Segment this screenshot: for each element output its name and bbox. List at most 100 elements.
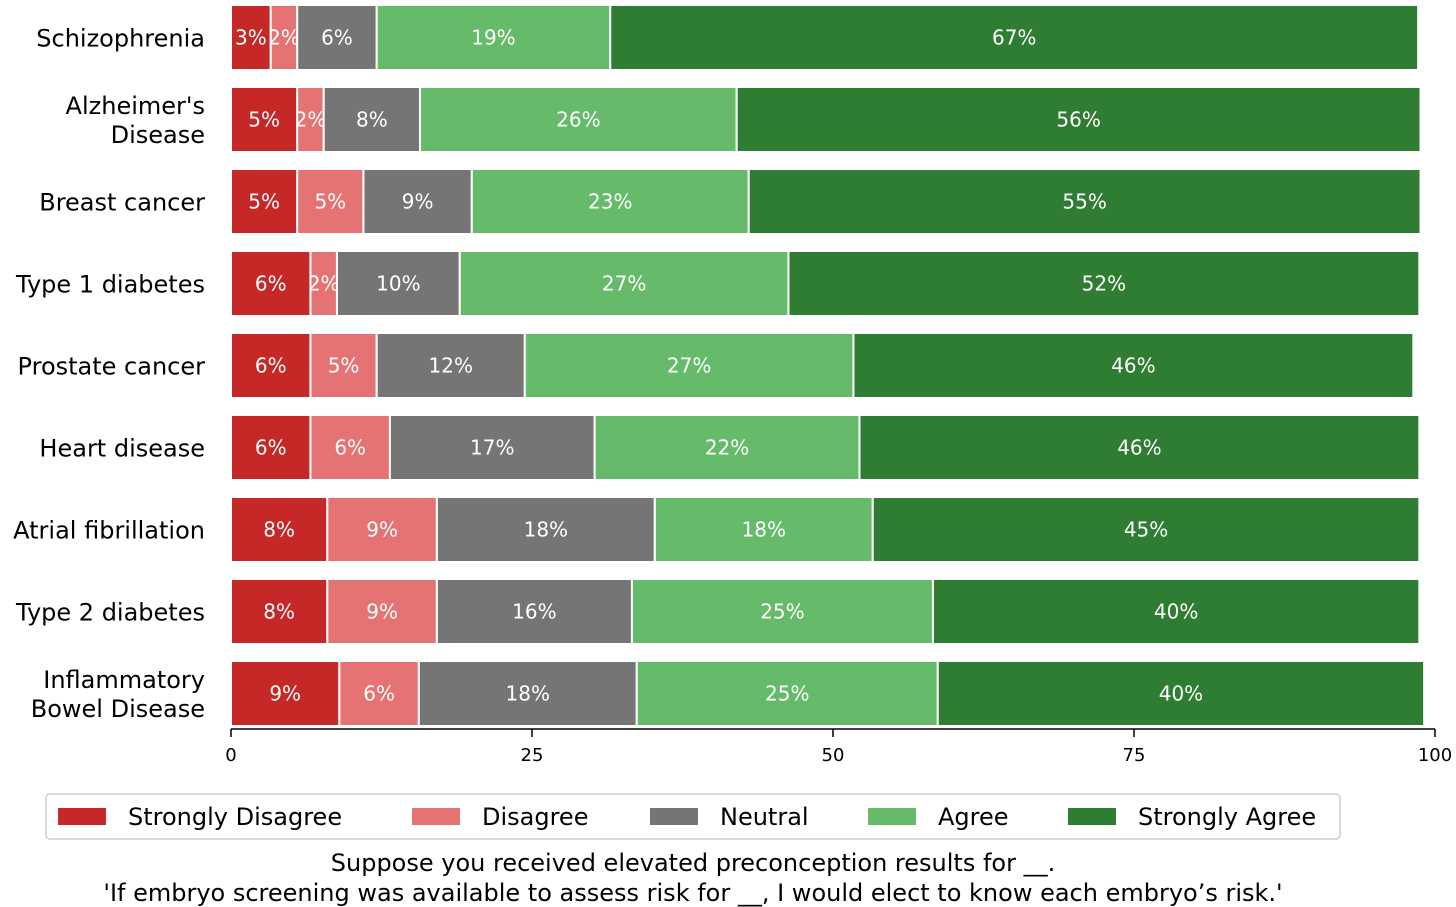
segment-value-label: 9%: [366, 518, 398, 542]
segment-value-label: 67%: [992, 26, 1036, 50]
segment-value-label: 40%: [1154, 600, 1198, 624]
legend-swatch: [412, 808, 460, 825]
bar-segment: [230, 332, 312, 399]
category-label: Inflammatory Bowel Disease: [31, 666, 205, 723]
segment-value-label: 2%: [295, 108, 327, 132]
bar-segment: [230, 250, 312, 317]
bar-segment: [338, 660, 420, 727]
segment-value-label: 8%: [263, 518, 295, 542]
bar-segment: [309, 332, 378, 399]
segment-value-label: 5%: [248, 190, 280, 214]
bar-segment: [871, 496, 1421, 563]
segment-value-label: 45%: [1124, 518, 1168, 542]
legend-swatch: [650, 808, 698, 825]
bar-segment: [852, 332, 1415, 399]
bar-segment: [230, 86, 299, 153]
segment-value-label: 18%: [742, 518, 786, 542]
bar-segment: [609, 4, 1420, 71]
category-label: Atrial fibrillation: [13, 517, 205, 545]
bar-segment: [362, 168, 473, 235]
bar-row: 8% 9% 16% 25% 40%: [230, 578, 1421, 645]
bar-row: 5% 2% 8% 26% 56%: [230, 86, 1422, 153]
category-label: Prostate cancer: [18, 353, 206, 381]
bar-segment: [296, 168, 365, 235]
bar-segment: [653, 496, 874, 563]
segment-value-label: 17%: [470, 436, 514, 460]
segment-value-label: 52%: [1082, 272, 1126, 296]
bar-segment: [787, 250, 1421, 317]
legend-label: Agree: [938, 803, 1009, 831]
bar-segment: [326, 578, 438, 645]
bar-segment: [419, 86, 738, 153]
legend-label: Neutral: [720, 803, 809, 831]
legend-swatch: [868, 808, 916, 825]
segment-value-label: 8%: [263, 600, 295, 624]
segment-value-label: 6%: [255, 354, 287, 378]
bar-segment: [335, 250, 461, 317]
legend-swatch: [1068, 808, 1116, 825]
bar-row: 6% 2% 10% 27% 52%: [230, 250, 1421, 317]
segment-value-label: 6%: [255, 436, 287, 460]
segment-value-label: 27%: [667, 354, 711, 378]
segment-value-label: 25%: [760, 600, 804, 624]
segment-value-label: 6%: [363, 682, 395, 706]
segment-value-label: 9%: [269, 682, 301, 706]
bar-segment: [388, 414, 596, 481]
bar-segment: [322, 86, 422, 153]
bar-segment: [296, 86, 325, 153]
segment-value-label: 2%: [308, 272, 340, 296]
bars-layer: 3% 2% 6% 19% 67%5% 2% 8% 26% 56%5% 5% 9% 23% 55%6% 2%…: [230, 4, 1426, 727]
bar-segment: [230, 496, 329, 563]
bar-segment: [858, 414, 1421, 481]
legend-label: Strongly Disagree: [128, 803, 342, 831]
category-labels: Schizophrenia Alzheimer's Disease Breast ca…: [13, 25, 205, 724]
bar-row: 5% 5% 9% 23% 55%: [230, 168, 1422, 235]
bar-segment: [936, 660, 1426, 727]
x-axis: 0 25 50 75 100: [225, 728, 1452, 766]
segment-value-label: 22%: [705, 436, 749, 460]
x-tick-label: 75: [1123, 745, 1146, 766]
bar-segment: [435, 578, 633, 645]
segment-value-label: 16%: [512, 600, 556, 624]
category-label: Breast cancer: [39, 189, 205, 217]
legend-item: Agree: [868, 803, 1009, 831]
legend-label: Strongly Agree: [1138, 803, 1316, 831]
legend-item: Strongly Agree: [1068, 803, 1316, 831]
segment-value-label: 12%: [429, 354, 473, 378]
caption: Suppose you received elevated preconcept…: [103, 849, 1282, 907]
legend-item: Strongly Disagree: [58, 803, 342, 831]
category-label: Alzheimer's Disease: [66, 92, 205, 149]
bar-segment: [309, 414, 391, 481]
segment-value-label: 27%: [602, 272, 646, 296]
bar-row: 6% 5% 12% 27% 46%: [230, 332, 1415, 399]
bar-segment: [593, 414, 861, 481]
segment-value-label: 23%: [588, 190, 632, 214]
bar-row: 9% 6% 18% 25% 40%: [230, 660, 1426, 727]
bar-segment: [230, 660, 341, 727]
segment-value-label: 3%: [235, 26, 267, 50]
bar-segment: [296, 4, 378, 71]
bar-row: 8% 9% 18% 18% 45%: [230, 496, 1421, 563]
bar-segment: [931, 578, 1421, 645]
bar-segment: [630, 578, 934, 645]
caption-line: Suppose you received elevated preconcept…: [331, 849, 1055, 877]
segment-value-label: 40%: [1159, 682, 1203, 706]
segment-value-label: 46%: [1111, 354, 1155, 378]
bar-segment: [747, 168, 1422, 235]
segment-value-label: 9%: [366, 600, 398, 624]
segment-value-label: 18%: [506, 682, 550, 706]
bar-row: 3% 2% 6% 19% 67%: [230, 4, 1420, 71]
segment-value-label: 46%: [1117, 436, 1161, 460]
bar-segment: [269, 4, 299, 71]
segment-value-label: 5%: [248, 108, 280, 132]
category-label: Schizophrenia: [36, 25, 205, 53]
legend-label: Disagree: [482, 803, 588, 831]
category-label: Type 2 diabetes: [15, 599, 205, 627]
segment-value-label: 19%: [471, 26, 515, 50]
caption-line: 'If embryo screening was available to as…: [103, 879, 1282, 907]
segment-value-label: 25%: [765, 682, 809, 706]
segment-value-label: 2%: [268, 26, 300, 50]
segment-value-label: 26%: [556, 108, 600, 132]
legend: Strongly Disagree Disagree Neutral Agree Str…: [45, 793, 1341, 840]
